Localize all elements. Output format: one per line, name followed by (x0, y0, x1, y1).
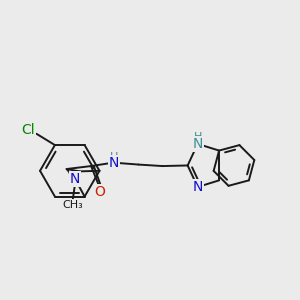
Text: Cl: Cl (21, 123, 35, 136)
Text: N: N (193, 137, 203, 151)
Text: O: O (94, 185, 105, 199)
Text: H: H (110, 152, 118, 162)
Text: N: N (70, 172, 80, 186)
Text: N: N (109, 156, 119, 170)
Text: H: H (194, 132, 202, 142)
Text: N: N (193, 180, 203, 194)
Text: CH₃: CH₃ (62, 200, 83, 210)
